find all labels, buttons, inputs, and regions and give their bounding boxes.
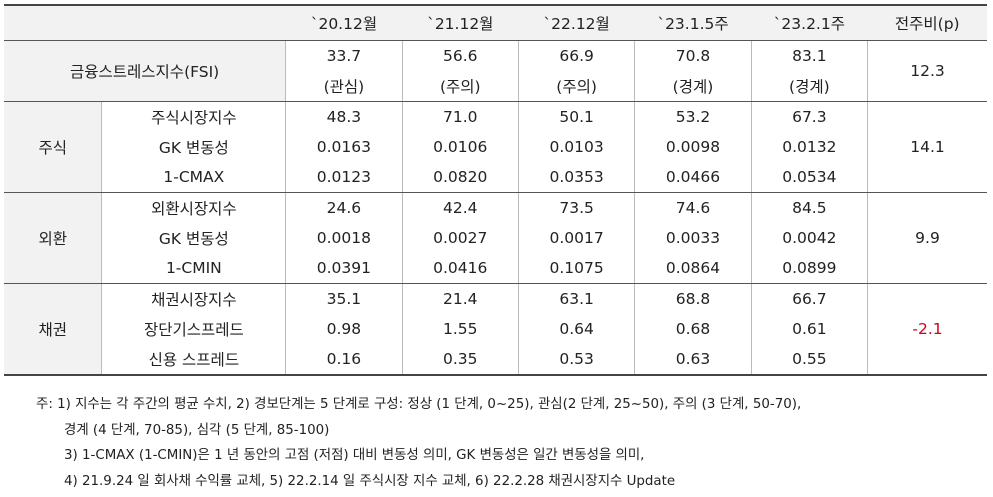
bond-group-label: 채권 [4,283,102,376]
fsi-level: (경계) [750,71,868,102]
fx-value: 24.6 [285,192,403,223]
fx-sub-label: 외환시장지수 [101,192,286,223]
bond-value: 0.16 [285,344,403,376]
bond-value: 66.7 [750,283,868,314]
fsi-value: 66.9 [517,40,635,71]
bond-change: -2.1 [867,283,987,376]
stock-value: 0.0123 [285,162,403,193]
fx-value: 0.0018 [285,223,403,253]
fx-sub-label: 1-CMIN [101,253,286,284]
header-col-1: `20.12월 [285,4,403,41]
fsi-level: (주의) [517,71,635,102]
fx-value: 0.0864 [634,253,752,284]
stock-value: 0.0466 [634,162,752,193]
fsi-row: 금융스트레스지수(FSI) 33.7 56.6 66.9 70.8 83.1 1… [4,40,987,102]
fsi-label: 금융스트레스지수(FSI) [4,40,286,102]
bond-sub-label: 채권시장지수 [101,283,286,314]
stock-row: 1-CMAX 0.0123 0.0820 0.0353 0.0466 0.053… [4,162,987,193]
stock-value: 71.0 [401,101,519,132]
fx-value: 84.5 [750,192,868,223]
fx-value: 0.0899 [750,253,868,284]
bond-value: 63.1 [517,283,635,314]
stock-sub-label: 1-CMAX [101,162,286,193]
fx-value: 0.0391 [285,253,403,284]
header-corner [4,4,286,41]
fx-value: 0.0027 [401,223,519,253]
stock-value: 0.0353 [517,162,635,193]
fsi-value: 33.7 [285,40,403,71]
header-change: 전주비(p) [867,4,987,41]
fx-value: 73.5 [517,192,635,223]
footnote-line: 주: 1) 지수는 각 주간의 평균 수치, 2) 경보단계는 5 단계로 구성… [36,397,802,412]
bond-value: 0.55 [750,344,868,376]
fx-row: 외환 외환시장지수 24.6 42.4 73.5 74.6 84.5 9.9 [4,192,987,284]
bond-sub-label: 신용 스프레드 [101,344,286,376]
stock-change: 14.1 [867,101,987,193]
header-col-5: `23.2.1주 [751,4,868,41]
fx-change: 9.9 [867,192,987,284]
footnotes: 주: 1) 지수는 각 주간의 평균 수치, 2) 경보단계는 5 단계로 구성… [36,392,986,494]
stock-value: 50.1 [517,101,635,132]
footnote-line: 경계 (4 단계, 70-85), 심각 (5 단계, 85-100) [64,422,330,438]
fsi-table: `20.12월 `21.12월 `22.12월 `23.1.5주 `23.2.1… [4,4,987,376]
bond-row: 채권 채권시장지수 35.1 21.4 63.1 68.8 66.7 -2.1 [4,283,987,376]
stock-sub-label: 주식시장지수 [101,101,286,132]
header-col-4: `23.1.5주 [634,4,752,41]
fx-value: 42.4 [401,192,519,223]
stock-value: 0.0098 [634,132,752,162]
fx-sub-label: GK 변동성 [101,223,286,253]
fsi-change: 12.3 [867,40,987,102]
stock-value: 48.3 [285,101,403,132]
bond-value: 0.98 [285,314,403,344]
fsi-level: (관심) [285,71,403,102]
bond-value: 35.1 [285,283,403,314]
fx-row: 1-CMIN 0.0391 0.0416 0.1075 0.0864 0.089… [4,253,987,284]
stock-row: GK 변동성 0.0163 0.0106 0.0103 0.0098 0.013… [4,132,987,162]
fsi-level: (경계) [634,71,752,102]
fsi-level-row: (관심) (주의) (주의) (경계) (경계) [4,71,987,102]
bond-value: 0.64 [517,314,635,344]
bond-value: 0.68 [634,314,752,344]
fx-group-label: 외환 [4,192,102,284]
stock-value: 0.0132 [750,132,868,162]
bond-value: 0.35 [401,344,519,376]
header-col-3: `22.12월 [518,4,635,41]
fx-value: 0.0042 [750,223,868,253]
fsi-value: 83.1 [750,40,868,71]
footnote-line: 4) 21.9.24 일 회사채 수익률 교체, 5) 22.2.14 일 주식… [64,473,676,489]
stock-value: 0.0820 [401,162,519,193]
stock-value: 53.2 [634,101,752,132]
header-col-2: `21.12월 [402,4,519,41]
fsi-value: 56.6 [401,40,519,71]
fsi-value: 70.8 [634,40,752,71]
stock-sub-label: GK 변동성 [101,132,286,162]
bond-value: 21.4 [401,283,519,314]
header-row: `20.12월 `21.12월 `22.12월 `23.1.5주 `23.2.1… [4,4,987,41]
fx-row: GK 변동성 0.0018 0.0027 0.0017 0.0033 0.004… [4,223,987,253]
stock-value: 0.0534 [750,162,868,193]
bond-value: 1.55 [401,314,519,344]
footnote-line: 3) 1-CMAX (1-CMIN)은 1 년 동안의 고점 (저점) 대비 변… [64,448,645,463]
fsi-level: (주의) [401,71,519,102]
bond-row: 장단기스프레드 0.98 1.55 0.64 0.68 0.61 [4,314,987,344]
bond-value: 0.63 [634,344,752,376]
stock-value: 0.0103 [517,132,635,162]
stock-group-label: 주식 [4,101,102,193]
fx-value: 0.0416 [401,253,519,284]
bond-value: 0.61 [750,314,868,344]
stock-row: 주식 주식시장지수 48.3 71.0 50.1 53.2 67.3 14.1 [4,101,987,193]
fx-value: 0.0017 [517,223,635,253]
stock-value: 0.0106 [401,132,519,162]
fx-value: 0.0033 [634,223,752,253]
fx-value: 0.1075 [517,253,635,284]
bond-value: 0.53 [517,344,635,376]
bond-row: 신용 스프레드 0.16 0.35 0.53 0.63 0.55 [4,344,987,376]
bond-sub-label: 장단기스프레드 [101,314,286,344]
fx-value: 74.6 [634,192,752,223]
stock-value: 67.3 [750,101,868,132]
bond-value: 68.8 [634,283,752,314]
stock-value: 0.0163 [285,132,403,162]
